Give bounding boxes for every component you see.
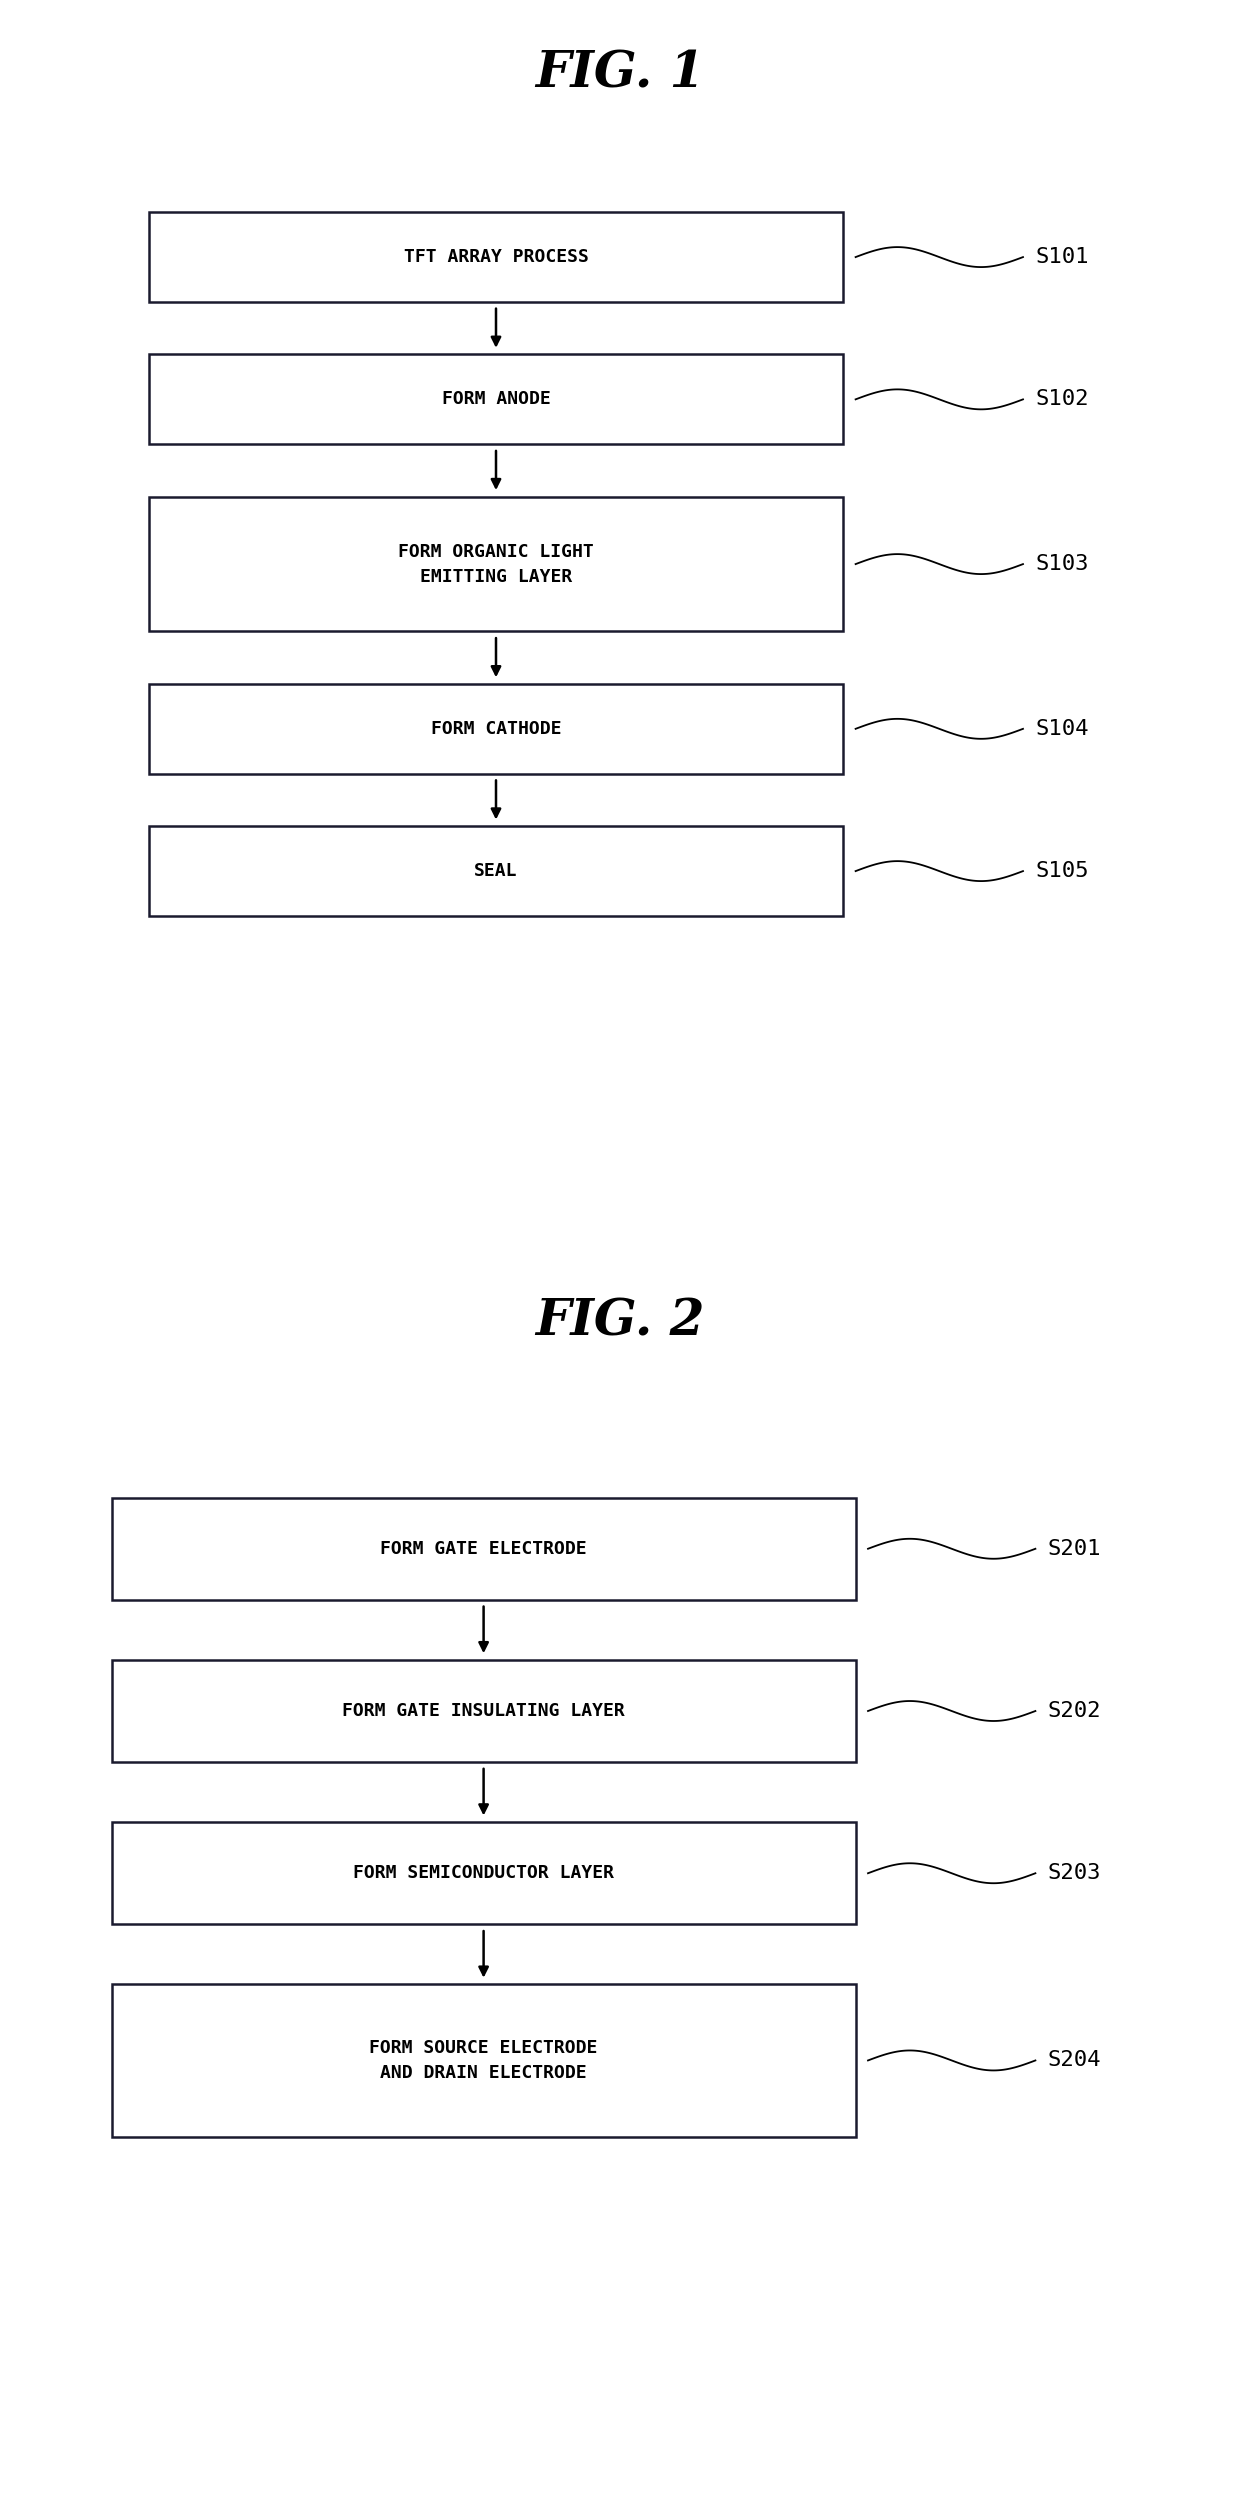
Text: S204: S204 [1048,2049,1101,2072]
Text: TFT ARRAY PROCESS: TFT ARRAY PROCESS [403,247,589,267]
Bar [112,1660,856,1762]
Text: S201: S201 [1048,1538,1101,1560]
Text: S101: S101 [1035,247,1089,267]
Text: FIG. 2: FIG. 2 [536,1298,704,1348]
Text: S102: S102 [1035,389,1089,409]
Text: FORM SOURCE ELECTRODE
AND DRAIN ELECTRODE: FORM SOURCE ELECTRODE AND DRAIN ELECTROD… [370,2039,598,2082]
Text: S103: S103 [1035,554,1089,574]
Text: S105: S105 [1035,861,1089,881]
Bar [112,1822,856,1924]
Text: FORM GATE ELECTRODE: FORM GATE ELECTRODE [381,1540,587,1558]
Bar [149,684,843,774]
Text: FORM CATHODE: FORM CATHODE [430,719,562,739]
Text: FORM ORGANIC LIGHT
EMITTING LAYER: FORM ORGANIC LIGHT EMITTING LAYER [398,542,594,587]
Text: FORM ANODE: FORM ANODE [441,389,551,409]
Text: FORM GATE INSULATING LAYER: FORM GATE INSULATING LAYER [342,1702,625,1720]
Text: SEAL: SEAL [474,861,518,881]
Text: S203: S203 [1048,1862,1101,1884]
Bar [149,497,843,631]
Bar [149,212,843,302]
Bar [112,1498,856,1600]
Bar [149,354,843,444]
Bar [112,1984,856,2137]
Text: S202: S202 [1048,1700,1101,1722]
Text: FORM SEMICONDUCTOR LAYER: FORM SEMICONDUCTOR LAYER [353,1865,614,1882]
Text: FIG. 1: FIG. 1 [536,50,704,100]
Bar [149,826,843,916]
Text: S104: S104 [1035,719,1089,739]
